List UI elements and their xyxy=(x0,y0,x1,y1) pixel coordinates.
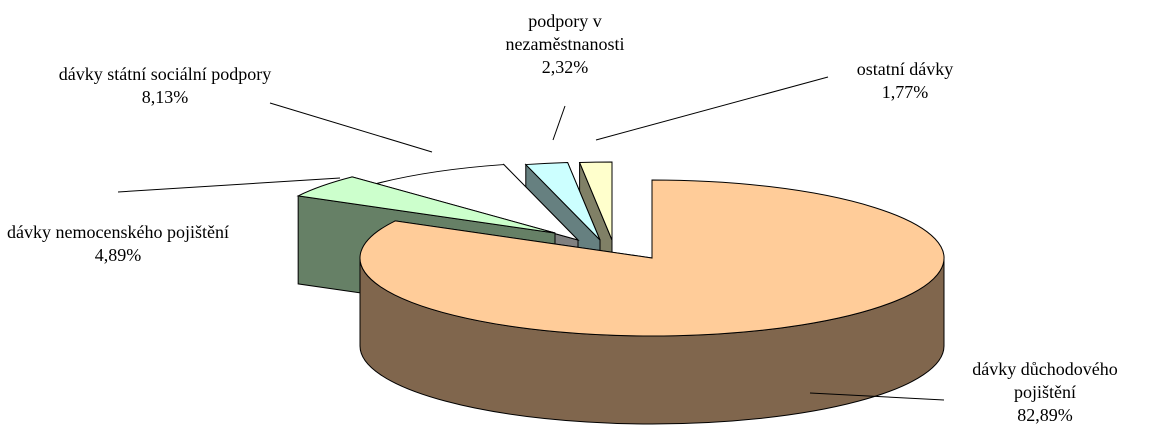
slice xyxy=(296,176,556,234)
slice xyxy=(359,179,945,337)
slice xyxy=(524,161,601,241)
category-label: ostatní dávky xyxy=(856,59,954,79)
slice xyxy=(578,161,613,241)
slice xyxy=(373,164,580,241)
value-label: 8,13% xyxy=(141,87,189,107)
category-label: podpory v nezaměstnanosti xyxy=(505,11,625,54)
category-label: dávky státní sociální podpory xyxy=(58,64,272,84)
data-label: dávky důchodového pojištění 82,89% xyxy=(950,358,1140,427)
leader-line xyxy=(809,392,945,401)
data-label: ostatní dávky 1,77% xyxy=(795,58,1015,104)
category-label: dávky nemocenského pojištění xyxy=(7,222,229,242)
data-label: dávky nemocenského pojištění 4,89% xyxy=(0,221,238,267)
leader-line xyxy=(552,105,566,141)
value-label: 4,89% xyxy=(94,245,142,265)
leader-line xyxy=(595,76,829,141)
value-label: 2,32% xyxy=(541,57,589,77)
data-label: dávky státní sociální podpory 8,13% xyxy=(53,63,278,109)
category-label: dávky důchodového pojištění xyxy=(972,359,1118,402)
data-label: podpory v nezaměstnanosti 2,32% xyxy=(485,10,645,79)
leader-line xyxy=(117,177,341,193)
value-label: 82,89% xyxy=(1017,405,1073,425)
value-label: 1,77% xyxy=(881,82,929,102)
leader-line xyxy=(269,102,433,153)
